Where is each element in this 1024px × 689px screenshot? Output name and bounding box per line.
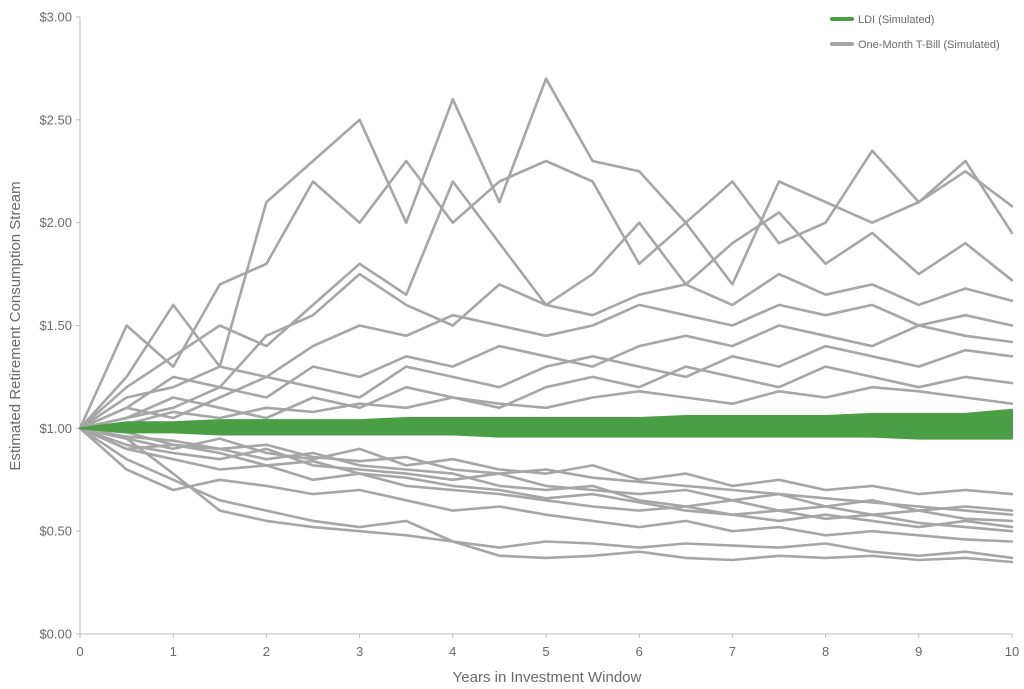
x-axis-label: Years in Investment Window: [453, 669, 642, 686]
tbill-series-line-14: [78, 426, 1014, 543]
x-tick-label: 7: [729, 644, 736, 659]
x-tick-label: 1: [170, 644, 177, 659]
x-tick-label: 3: [356, 644, 363, 659]
tbill-series-line-17: [78, 426, 1014, 517]
x-tick-label: 5: [542, 644, 549, 659]
legend-label-tbill: One-Month T-Bill (Simulated): [858, 39, 1000, 51]
tbill-series-group: [78, 77, 1014, 564]
legend-item-tbill: One-Month T-Bill (Simulated): [830, 39, 1000, 51]
tbill-series-line-15: [78, 426, 1014, 564]
tbill-series-line-16: [78, 426, 1014, 560]
y-tick-label: $1.50: [39, 318, 72, 333]
tbill-series-line-9: [78, 385, 1014, 430]
tbill-series-line-8: [78, 365, 1014, 430]
y-axis-label: Estimated Retirement Consumption Stream: [7, 181, 24, 470]
x-tick-label: 2: [263, 644, 270, 659]
tbill-series-line-2: [78, 159, 1014, 430]
tbill-series-line-4: [78, 272, 1014, 430]
tbill-series-line-12: [78, 426, 1014, 523]
x-tick-label: 10: [1005, 644, 1019, 659]
x-tick-label: 6: [636, 644, 643, 659]
x-tick-label: 8: [822, 644, 829, 659]
y-tick-label: $2.50: [39, 112, 72, 127]
legend-label-ldi: LDI (Simulated): [858, 14, 934, 26]
x-tick-labels: 0 1 2 3 4 5 6 7 8 9 10: [76, 634, 1019, 659]
tbill-series-line-11: [78, 426, 1014, 512]
tbill-series-line-13: [78, 426, 1014, 529]
tbill-series-line-10: [78, 426, 1014, 496]
ldi-series-band: [79, 408, 1013, 440]
y-tick-label: $0.00: [39, 627, 72, 642]
tbill-series-line-1: [78, 77, 1014, 430]
legend-item-ldi: LDI (Simulated): [830, 14, 934, 26]
x-tick-label: 9: [915, 644, 922, 659]
x-tick-label: 0: [76, 644, 83, 659]
y-tick-label: $2.00: [39, 215, 72, 230]
y-tick-label: $3.00: [39, 10, 72, 25]
legend: LDI (Simulated) One-Month T-Bill (Simula…: [830, 14, 1000, 51]
y-tick-labels: $0.00 $0.50 $1.00 $1.50 $2.00 $2.50 $3.00: [39, 10, 80, 642]
ldi-series-group: [79, 408, 1013, 440]
tbill-series-line-7: [78, 344, 1014, 430]
tbill-series-line-5: [78, 303, 1014, 430]
x-tick-label: 4: [449, 644, 456, 659]
y-tick-label: $0.50: [39, 524, 72, 539]
tbill-series-line-18: [78, 426, 1014, 533]
y-tick-label: $1.00: [39, 421, 72, 436]
